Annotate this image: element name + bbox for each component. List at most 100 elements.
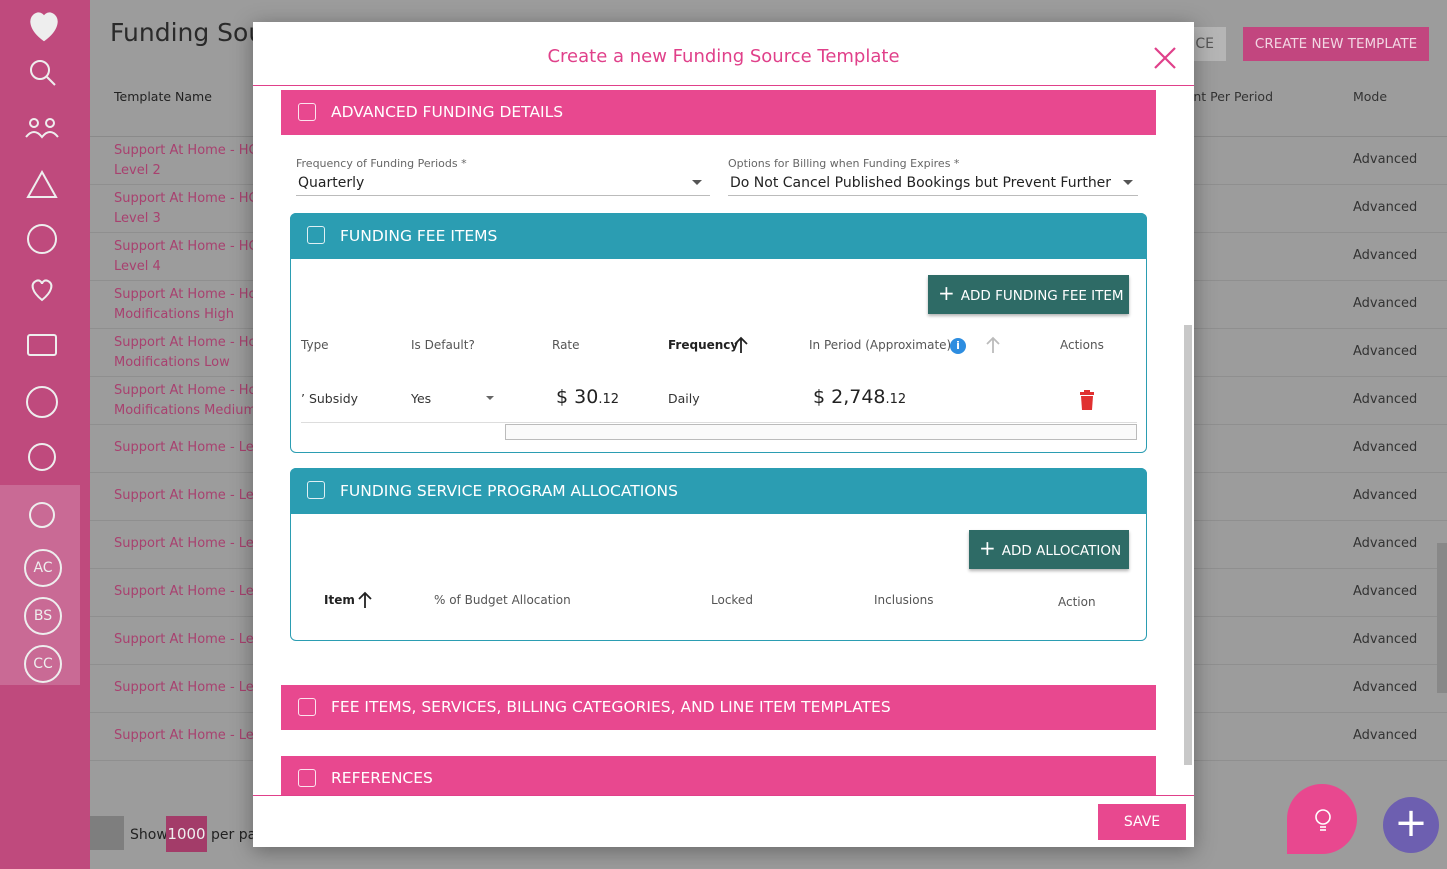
mode: Advanced xyxy=(1353,344,1418,359)
template-name: Modifications High xyxy=(114,307,235,322)
expand-icon xyxy=(298,769,316,787)
allocations-panel: FUNDING SERVICE PROGRAM ALLOCATIONS + ADD… xyxy=(290,468,1147,641)
is-default[interactable]: Yes xyxy=(411,391,432,406)
dropdown-arrow xyxy=(692,180,702,190)
template-name[interactable]: Support At Home - HCP xyxy=(114,191,266,206)
add-allocation-button[interactable]: + ADD ALLOCATION xyxy=(969,530,1129,569)
mode: Advanced xyxy=(1353,680,1418,695)
template-name[interactable]: Support At Home - Home xyxy=(114,287,278,302)
modal-content: ADVANCED FUNDING DETAILS Frequency of Fu… xyxy=(253,86,1183,795)
user-badge[interactable]: AC xyxy=(24,549,62,587)
modal-title: Create a new Funding Source Template xyxy=(547,46,900,67)
period-whole: $ 2,748 xyxy=(813,386,886,408)
help-button[interactable] xyxy=(1287,784,1357,854)
section-title: FUNDING FEE ITEMS xyxy=(340,227,498,245)
search-icon xyxy=(46,76,56,86)
mode: Advanced xyxy=(1353,728,1418,743)
column-header[interactable]: Inclusions xyxy=(874,593,934,607)
section-title: ADVANCED FUNDING DETAILS xyxy=(331,103,564,121)
section-title: FUNDING SERVICE PROGRAM ALLOCATIONS xyxy=(340,482,678,500)
column-header[interactable]: Frequency xyxy=(668,338,739,352)
template-name[interactable]: Support At Home - Level xyxy=(114,536,274,551)
divider xyxy=(253,795,1194,796)
section-header[interactable]: FUNDING SERVICE PROGRAM ALLOCATIONS xyxy=(290,468,1147,514)
save-button[interactable]: SAVE xyxy=(1098,804,1186,840)
mode: Advanced xyxy=(1353,200,1418,215)
horizontal-scrollbar[interactable] xyxy=(505,424,1137,440)
dropdown-arrow xyxy=(486,396,494,404)
template-name[interactable]: Support At Home - Level xyxy=(114,632,274,647)
info-icon[interactable]: i xyxy=(950,338,966,354)
search-icon[interactable] xyxy=(30,60,50,80)
people-icon xyxy=(25,131,59,139)
add-fee-item-button[interactable]: + ADD FUNDING FEE ITEM xyxy=(928,275,1129,314)
template-name[interactable]: Support At Home - HCP xyxy=(114,239,266,254)
profile-icon[interactable] xyxy=(28,443,56,471)
message-icon[interactable] xyxy=(27,334,57,356)
sort-arrow xyxy=(358,591,372,608)
mode: Advanced xyxy=(1353,440,1418,455)
fee-type-value: Subsidy xyxy=(308,391,359,406)
frequency: Daily xyxy=(668,391,700,406)
mode: Advanced xyxy=(1353,152,1418,167)
close-button[interactable] xyxy=(1153,46,1177,70)
page-title: Funding Sour xyxy=(110,18,275,47)
template-name[interactable]: Support At Home - Level xyxy=(114,728,274,743)
sidebar-icons xyxy=(25,12,59,528)
button-label: CE xyxy=(1195,36,1214,52)
template-name[interactable]: Support At Home - Level xyxy=(114,440,274,455)
column-header[interactable]: Mode xyxy=(1353,89,1388,104)
pager-button[interactable] xyxy=(90,816,124,850)
underline xyxy=(296,195,710,196)
delete-button[interactable] xyxy=(1079,390,1095,410)
dashboard-icon[interactable] xyxy=(26,386,58,418)
section-header[interactable]: FEE ITEMS, SERVICES, BILLING CATEGORIES,… xyxy=(281,685,1156,730)
template-name[interactable]: Support At Home - Home xyxy=(114,335,278,350)
template-name: Level 4 xyxy=(114,259,161,274)
mode: Advanced xyxy=(1353,248,1418,263)
add-button[interactable]: + xyxy=(1383,797,1439,853)
pagination-label: Show xyxy=(130,827,168,843)
settings-icon[interactable] xyxy=(29,502,55,528)
column-header[interactable]: In Period (Approximate) xyxy=(809,338,952,352)
template-name[interactable]: Support At Home - Level xyxy=(114,488,274,503)
mode: Advanced xyxy=(1353,536,1418,551)
user-badge[interactable]: BS xyxy=(24,597,62,635)
mode: Advanced xyxy=(1353,632,1418,647)
page-size[interactable]: 1000 xyxy=(166,816,207,852)
expand-icon xyxy=(298,698,316,716)
section-header[interactable]: ADVANCED FUNDING DETAILS xyxy=(281,90,1156,135)
fee-type: ’ Subsidy xyxy=(301,391,359,406)
column-header[interactable]: Locked xyxy=(711,593,753,607)
people-icon[interactable] xyxy=(29,118,39,128)
mode: Advanced xyxy=(1353,296,1418,311)
collapse-icon xyxy=(307,226,325,244)
column-header[interactable]: Is Default? xyxy=(411,338,475,352)
section-header[interactable]: REFERENCES xyxy=(281,756,1156,795)
clock-icon[interactable] xyxy=(27,224,57,254)
template-name[interactable]: Support At Home - Level xyxy=(114,680,274,695)
collapse-icon xyxy=(298,103,316,121)
period-cents: .12 xyxy=(885,392,907,407)
column-header[interactable]: % of Budget Allocation xyxy=(434,593,571,607)
column-header[interactable]: Rate xyxy=(552,338,580,352)
column-header[interactable]: Item xyxy=(324,593,355,607)
user-badge[interactable]: CC xyxy=(24,645,62,683)
mode: Advanced xyxy=(1353,584,1418,599)
template-name[interactable]: Support At Home - Home xyxy=(114,383,278,398)
field-value[interactable]: Quarterly xyxy=(298,175,365,191)
care-icon[interactable] xyxy=(31,279,53,302)
column-header[interactable]: Template Name xyxy=(114,89,212,104)
alert-icon[interactable] xyxy=(26,169,58,198)
template-name[interactable]: Support At Home - Level xyxy=(114,584,274,599)
create-button[interactable]: CREATE NEW TEMPLATE xyxy=(1243,27,1429,61)
field-value[interactable]: Do Not Cancel Published Bookings but Pre… xyxy=(730,175,1115,191)
section-header[interactable]: FUNDING FEE ITEMS xyxy=(290,213,1147,259)
collapse-icon xyxy=(307,481,325,499)
logo[interactable] xyxy=(30,12,58,42)
template-name[interactable]: Support At Home - HCP xyxy=(114,143,266,158)
button-label: ADD ALLOCATION xyxy=(1001,543,1122,559)
people-icon xyxy=(45,118,55,128)
column-header[interactable]: Type xyxy=(301,338,329,352)
